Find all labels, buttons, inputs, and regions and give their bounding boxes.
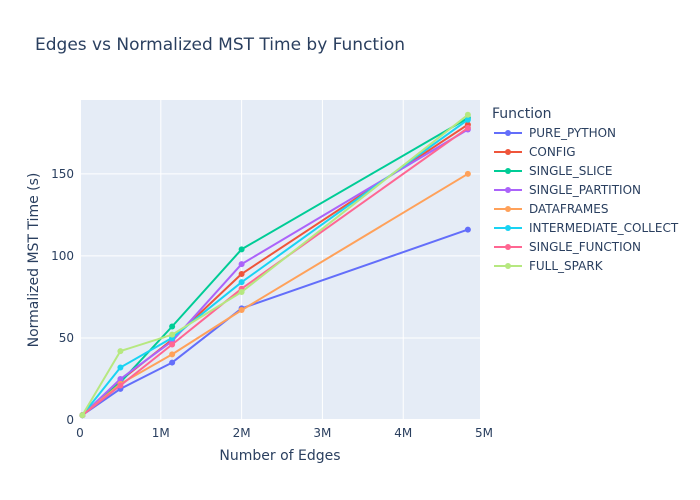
- data-point-single-function: [117, 382, 124, 389]
- legend-item-config[interactable]: CONFIG: [494, 145, 576, 159]
- y-tick-label: 150: [51, 167, 74, 181]
- legend-swatch-marker: [505, 225, 511, 231]
- data-point-intermediate-collect: [238, 279, 245, 286]
- legend-swatch-marker: [505, 187, 511, 193]
- data-point-full-spark: [79, 412, 86, 419]
- legend-label: SINGLE_FUNCTION: [529, 240, 641, 254]
- data-point-intermediate-collect: [117, 364, 124, 371]
- legend-swatch-marker: [505, 244, 511, 250]
- data-point-full-spark: [464, 111, 471, 118]
- data-point-intermediate-collect: [464, 116, 471, 123]
- legend-swatch-marker: [505, 130, 511, 136]
- data-point-full-spark: [117, 348, 124, 355]
- x-tick-label: 5M: [475, 426, 493, 440]
- legend: Function PURE_PYTHON CONFIG SINGLE_SLICE SI…: [492, 106, 679, 273]
- legend-item-full-spark[interactable]: FULL_SPARK: [494, 259, 604, 273]
- legend-label: DATAFRAMES: [529, 202, 608, 216]
- data-point-full-spark: [169, 331, 176, 338]
- y-tick-label: 50: [59, 331, 74, 345]
- legend-item-single-slice[interactable]: SINGLE_SLICE: [494, 164, 613, 178]
- tick-labels: 0 1M 2M 3M 4M 5M 0 50 100 150: [51, 167, 493, 440]
- plot-area: [80, 100, 480, 420]
- legend-label: SINGLE_PARTITION: [529, 183, 641, 197]
- x-tick-label: 2M: [233, 426, 251, 440]
- legend-swatch-marker: [505, 168, 511, 174]
- data-point-single-function: [464, 124, 471, 131]
- series-full-spark: [79, 111, 471, 419]
- legend-swatch-marker: [505, 263, 511, 269]
- legend-label: FULL_SPARK: [529, 259, 604, 273]
- legend-items: PURE_PYTHON CONFIG SINGLE_SLICE SINGLE_PART…: [494, 126, 679, 273]
- legend-label: PURE_PYTHON: [529, 126, 616, 140]
- legend-item-intermediate-collect[interactable]: INTERMEDIATE_COLLECT: [494, 221, 679, 235]
- data-point-full-spark: [238, 289, 245, 295]
- legend-label: SINGLE_SLICE: [529, 164, 613, 178]
- x-axis-title: Number of Edges: [219, 448, 340, 464]
- legend-item-pure-python[interactable]: PURE_PYTHON: [494, 126, 616, 140]
- data-point-config: [238, 270, 245, 277]
- legend-item-single-partition[interactable]: SINGLE_PARTITION: [494, 183, 641, 197]
- y-tick-label: 0: [66, 413, 74, 427]
- data-point-single-slice: [169, 323, 176, 330]
- legend-swatch-marker: [505, 206, 511, 212]
- data-point-pure-python: [169, 359, 176, 366]
- data-point-single-function: [169, 341, 176, 348]
- y-tick-label: 100: [51, 249, 74, 263]
- data-point-dataframes: [464, 170, 471, 177]
- legend-item-single-function[interactable]: SINGLE_FUNCTION: [494, 240, 641, 254]
- grid-lines: [79, 100, 480, 421]
- data-point-single-partition: [238, 261, 245, 268]
- legend-label: CONFIG: [529, 145, 576, 159]
- legend-label: INTERMEDIATE_COLLECT: [529, 221, 679, 235]
- legend-item-dataframes[interactable]: DATAFRAMES: [494, 202, 608, 216]
- series-layer: [79, 111, 471, 419]
- data-point-dataframes: [238, 307, 245, 314]
- data-point-pure-python: [464, 226, 471, 233]
- x-tick-label: 3M: [313, 426, 331, 440]
- data-point-single-slice: [238, 246, 245, 253]
- x-tick-label: 1M: [152, 426, 170, 440]
- legend-swatch-marker: [505, 149, 511, 155]
- chart-title: Edges vs Normalized MST Time by Function: [35, 35, 405, 55]
- data-point-dataframes: [169, 351, 176, 358]
- x-tick-label: 0: [76, 426, 84, 440]
- data-point-single-partition: [117, 375, 124, 382]
- legend-title: Function: [492, 106, 552, 122]
- y-axis-title: Normalized MST Time (s): [26, 173, 42, 348]
- x-tick-label: 4M: [394, 426, 412, 440]
